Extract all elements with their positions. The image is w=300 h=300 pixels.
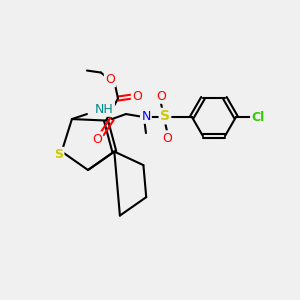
Text: O: O [132, 90, 142, 103]
Text: S: S [54, 148, 63, 161]
Text: O: O [105, 73, 115, 86]
Text: O: O [156, 90, 166, 103]
Text: Cl: Cl [251, 111, 265, 124]
Text: NH: NH [95, 103, 114, 116]
Text: O: O [162, 132, 172, 145]
Text: S: S [160, 109, 170, 123]
Text: N: N [141, 110, 151, 123]
Text: O: O [92, 133, 102, 146]
